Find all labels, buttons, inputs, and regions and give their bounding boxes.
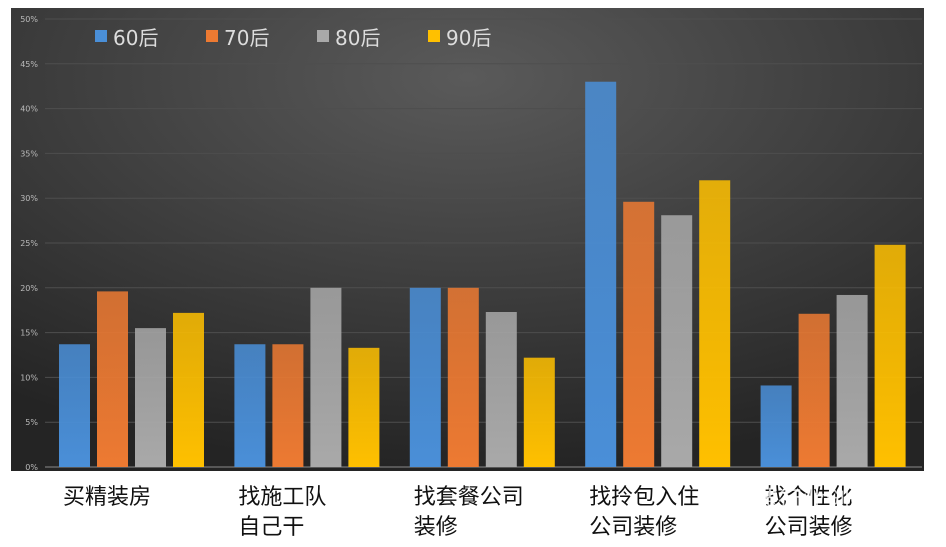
watermark-right: 家装行业创新 xyxy=(730,486,874,514)
y-tick-label: 45% xyxy=(20,60,38,69)
bar-80后-1 xyxy=(310,287,342,467)
legend-swatch xyxy=(428,30,440,42)
bar-90后-1 xyxy=(348,347,380,467)
y-tick-label: 40% xyxy=(20,105,38,114)
y-tick-label: 10% xyxy=(20,373,38,382)
y-tick-label: 25% xyxy=(20,239,38,248)
y-tick-label: 0% xyxy=(25,463,38,472)
x-category-label: 自己干 xyxy=(238,515,304,540)
x-category-label: 买精装房 xyxy=(63,485,151,510)
bar-60后-0 xyxy=(59,344,90,467)
y-tick-label: 50% xyxy=(20,15,38,24)
x-category-label: 找个性化 xyxy=(765,485,853,510)
x-category-label: 公司装修 xyxy=(589,515,677,540)
bar-70后-1 xyxy=(272,344,304,467)
y-tick-label: 15% xyxy=(20,329,38,338)
bar-70后-4 xyxy=(798,313,830,467)
y-tick-label: 20% xyxy=(20,284,38,293)
bar-90后-3 xyxy=(699,180,731,467)
x-category-label: 找套餐公司 xyxy=(414,485,524,510)
legend-label: 70后 xyxy=(224,26,269,50)
x-category-label: 找施工队 xyxy=(238,485,326,510)
y-tick-label: 35% xyxy=(20,149,38,158)
y-tick-label: 30% xyxy=(20,194,38,203)
bar-90后-2 xyxy=(523,357,555,467)
x-category-label: 装修 xyxy=(414,515,458,540)
bar-60后-4 xyxy=(760,385,792,467)
bar-60后-2 xyxy=(409,287,441,467)
legend-swatch xyxy=(95,30,107,42)
legend-label: 60后 xyxy=(113,26,158,50)
legend-label: 80后 xyxy=(335,26,380,50)
bar-60后-1 xyxy=(234,344,266,467)
x-category-label: 找拎包入住 xyxy=(589,485,699,510)
watermarks: 大数跨境 家装行业创新 xyxy=(38,486,874,540)
watermark-left: 大数跨境 xyxy=(38,520,106,540)
bars xyxy=(59,81,906,467)
bar-80后-0 xyxy=(135,328,166,467)
legend-swatch xyxy=(206,30,218,42)
bar-80后-2 xyxy=(485,311,517,467)
bar-90后-4 xyxy=(874,244,906,467)
legend-swatch xyxy=(317,30,329,42)
bar-80后-3 xyxy=(661,215,693,467)
y-tick-label: 5% xyxy=(25,418,38,427)
bar-80后-4 xyxy=(836,294,868,467)
legend-label: 90后 xyxy=(446,26,491,50)
bar-70后-0 xyxy=(97,291,128,467)
bar-90后-0 xyxy=(173,312,204,467)
bar-70后-2 xyxy=(447,287,479,467)
bar-70后-3 xyxy=(623,201,655,467)
x-category-label: 公司装修 xyxy=(765,515,853,540)
bar-60后-3 xyxy=(585,81,617,467)
y-axis-ticks: 0% 5% 10% 15% 20% 25% 30% 35% 40% 45% 50% xyxy=(20,15,38,472)
legend: 60后 70后 80后 90后 xyxy=(95,26,491,50)
